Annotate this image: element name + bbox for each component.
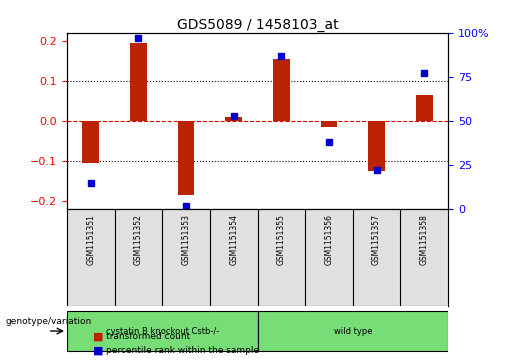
Text: GSM1151356: GSM1151356 — [324, 214, 333, 265]
Text: transformed count: transformed count — [106, 333, 190, 341]
Text: GSM1151354: GSM1151354 — [229, 214, 238, 265]
Text: percentile rank within the sample: percentile rank within the sample — [106, 346, 259, 355]
Text: genotype/variation: genotype/variation — [5, 317, 91, 326]
Bar — [416, 95, 433, 121]
Bar — [273, 59, 289, 121]
Text: GSM1151355: GSM1151355 — [277, 214, 286, 265]
Bar — [82, 121, 99, 163]
Text: GSM1151353: GSM1151353 — [182, 214, 191, 265]
Text: GDS5089 / 1458103_at: GDS5089 / 1458103_at — [177, 18, 338, 32]
Text: ■: ■ — [93, 332, 103, 342]
Text: cystatin B knockout Cstb-/-: cystatin B knockout Cstb-/- — [106, 327, 219, 335]
Bar — [178, 121, 194, 195]
Text: ■: ■ — [93, 346, 103, 356]
Text: GSM1151358: GSM1151358 — [420, 214, 428, 265]
Bar — [368, 121, 385, 171]
Text: GSM1151352: GSM1151352 — [134, 214, 143, 265]
Text: GSM1151357: GSM1151357 — [372, 214, 381, 265]
FancyBboxPatch shape — [258, 311, 448, 351]
Bar — [130, 43, 147, 121]
Text: wild type: wild type — [334, 327, 372, 335]
FancyBboxPatch shape — [67, 311, 258, 351]
Bar — [226, 117, 242, 121]
Text: GSM1151351: GSM1151351 — [87, 214, 95, 265]
Bar — [321, 121, 337, 127]
